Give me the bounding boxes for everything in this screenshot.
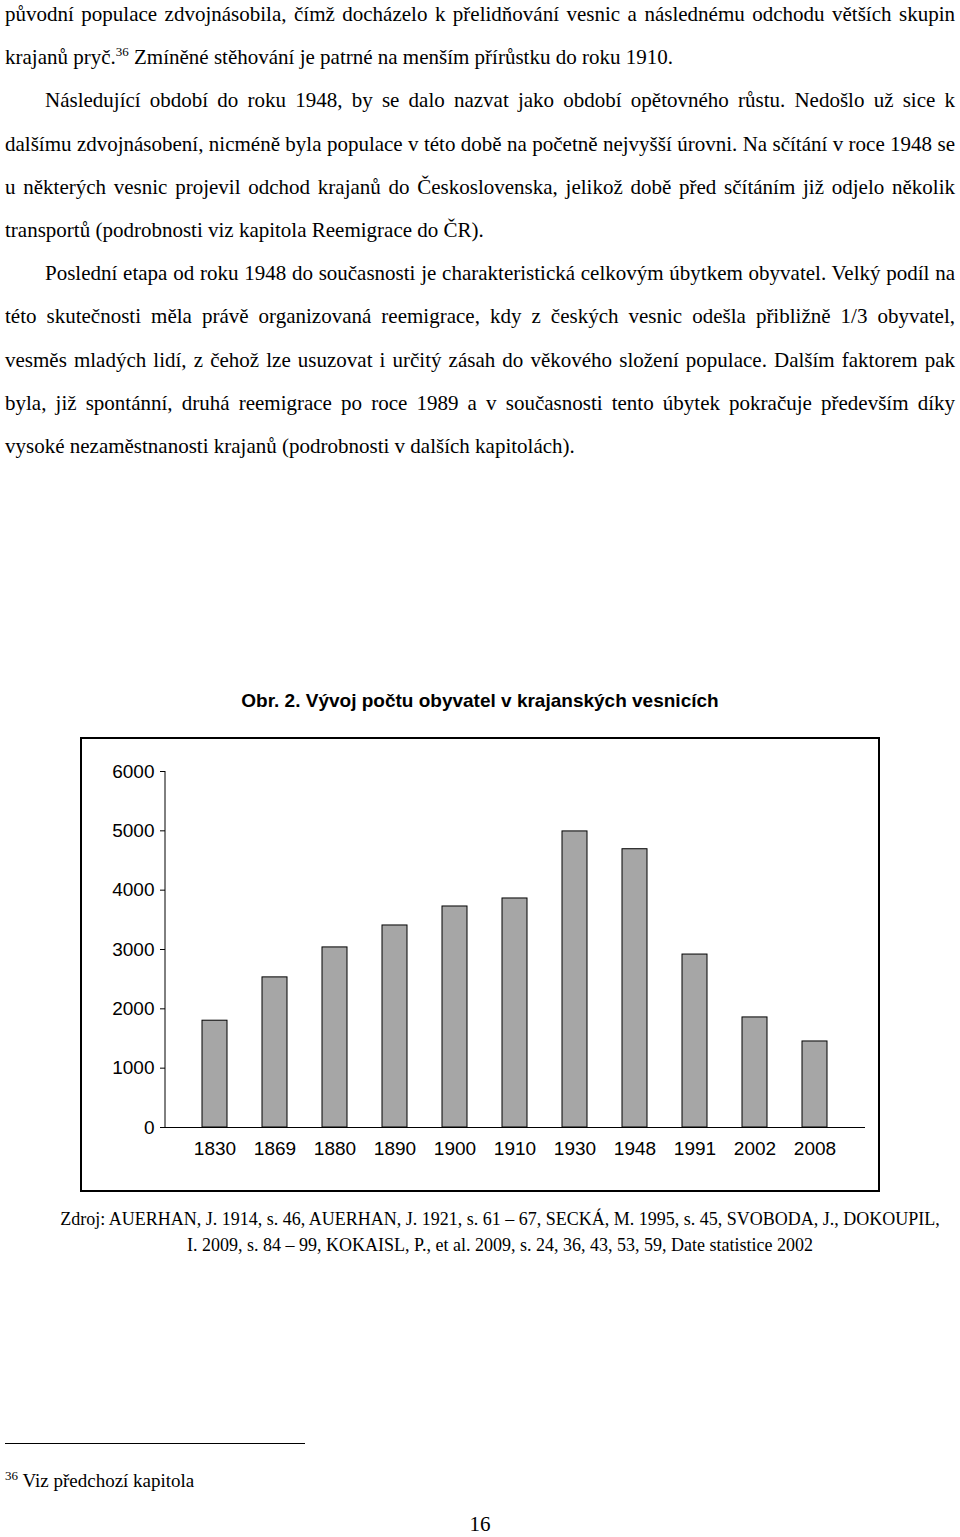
html-text:Následující období do roku 194: Následující období do roku 1948, by se d…: [5, 88, 955, 242]
html-text:původní populace zdvojnásobila: původní populace zdvojnásobila, čímž doc…: [5, 2, 955, 70]
svg-text:6000: 6000: [112, 761, 154, 782]
svg-text:1900: 1900: [434, 1138, 476, 1159]
svg-text:1000: 1000: [112, 1057, 154, 1078]
html-text:Zdroj: AUERHAN, J. 1914, s. 46: Zdroj: AUERHAN, J. 1914, s. 46, AUERHAN,…: [60, 1209, 940, 1255]
svg-text:1948: 1948: [614, 1138, 656, 1159]
svg-text:1890: 1890: [374, 1138, 416, 1159]
svg-text:5000: 5000: [112, 820, 154, 841]
html-text:Obr. 2. Vývoj počtu obyvatel v: Obr. 2. Vývoj počtu obyvatel v krajanský…: [241, 690, 719, 711]
svg-text:0: 0: [144, 1117, 155, 1138]
svg-text:1930: 1930: [554, 1138, 596, 1159]
svg-text:4000: 4000: [112, 879, 154, 900]
html-text:36Viz předchozí kapitola: 36Viz předchozí kapitola: [5, 1467, 195, 1491]
svg-text:1910: 1910: [494, 1138, 536, 1159]
svg-text:2000: 2000: [112, 998, 154, 1019]
svg-text:1869: 1869: [254, 1138, 296, 1159]
html-text:16: 16: [469, 1512, 491, 1536]
svg-text:2008: 2008: [794, 1138, 836, 1159]
svg-text:1991: 1991: [674, 1138, 716, 1159]
svg-text:2002: 2002: [734, 1138, 776, 1159]
svg-text:1880: 1880: [314, 1138, 356, 1159]
svg-text:1830: 1830: [194, 1138, 236, 1159]
svg-text:3000: 3000: [112, 939, 154, 960]
html-text:Poslední etapa od roku 1948 do: Poslední etapa od roku 1948 do současnos…: [5, 261, 955, 458]
